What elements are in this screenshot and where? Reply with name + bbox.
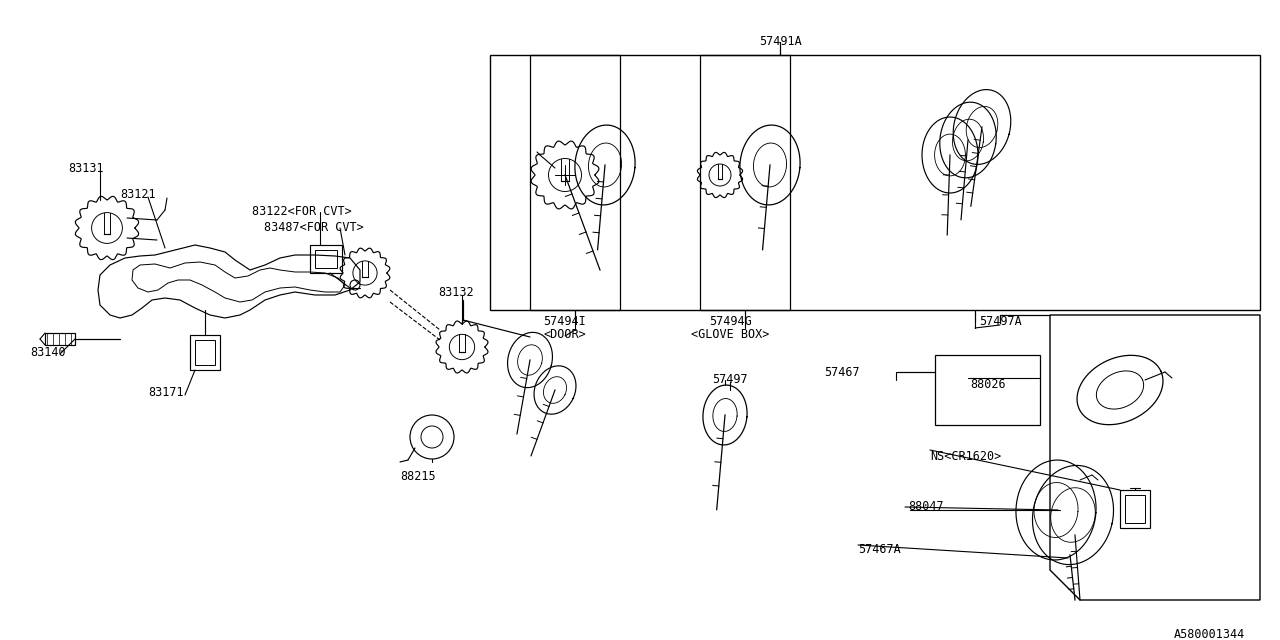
Text: <DOOR>: <DOOR> (544, 328, 586, 341)
Bar (310, 245, 342, 273)
Text: NS<CR1620>: NS<CR1620> (931, 450, 1001, 463)
Text: 83121: 83121 (120, 188, 156, 201)
Bar (490, 55, 1260, 310)
Text: A580001344: A580001344 (1174, 628, 1245, 640)
Bar (934, 355, 1039, 425)
Text: 57494I: 57494I (544, 315, 586, 328)
Text: <GLOVE BOX>: <GLOVE BOX> (691, 328, 769, 341)
Text: 83122<FOR CVT>: 83122<FOR CVT> (252, 205, 352, 218)
Bar (700, 55, 790, 310)
Text: 88026: 88026 (970, 378, 1006, 391)
Bar (1125, 495, 1146, 523)
Text: 57467: 57467 (824, 366, 860, 379)
Bar (1120, 490, 1149, 528)
Text: 88215: 88215 (401, 470, 435, 483)
Text: 57494G: 57494G (709, 315, 751, 328)
Bar (530, 55, 620, 310)
Text: 83131: 83131 (68, 162, 104, 175)
Text: 88047: 88047 (908, 500, 943, 513)
Text: 83132: 83132 (438, 286, 474, 299)
Text: 83140: 83140 (29, 346, 65, 359)
Text: 57491A: 57491A (759, 35, 801, 48)
Bar (195, 340, 215, 365)
Bar (189, 335, 220, 370)
Text: 57467A: 57467A (858, 543, 901, 556)
Bar (315, 250, 337, 268)
Text: 57497A: 57497A (979, 315, 1021, 328)
Text: 57497: 57497 (712, 373, 748, 386)
Text: 83487<FOR CVT>: 83487<FOR CVT> (264, 221, 364, 234)
Text: 83171: 83171 (148, 386, 183, 399)
